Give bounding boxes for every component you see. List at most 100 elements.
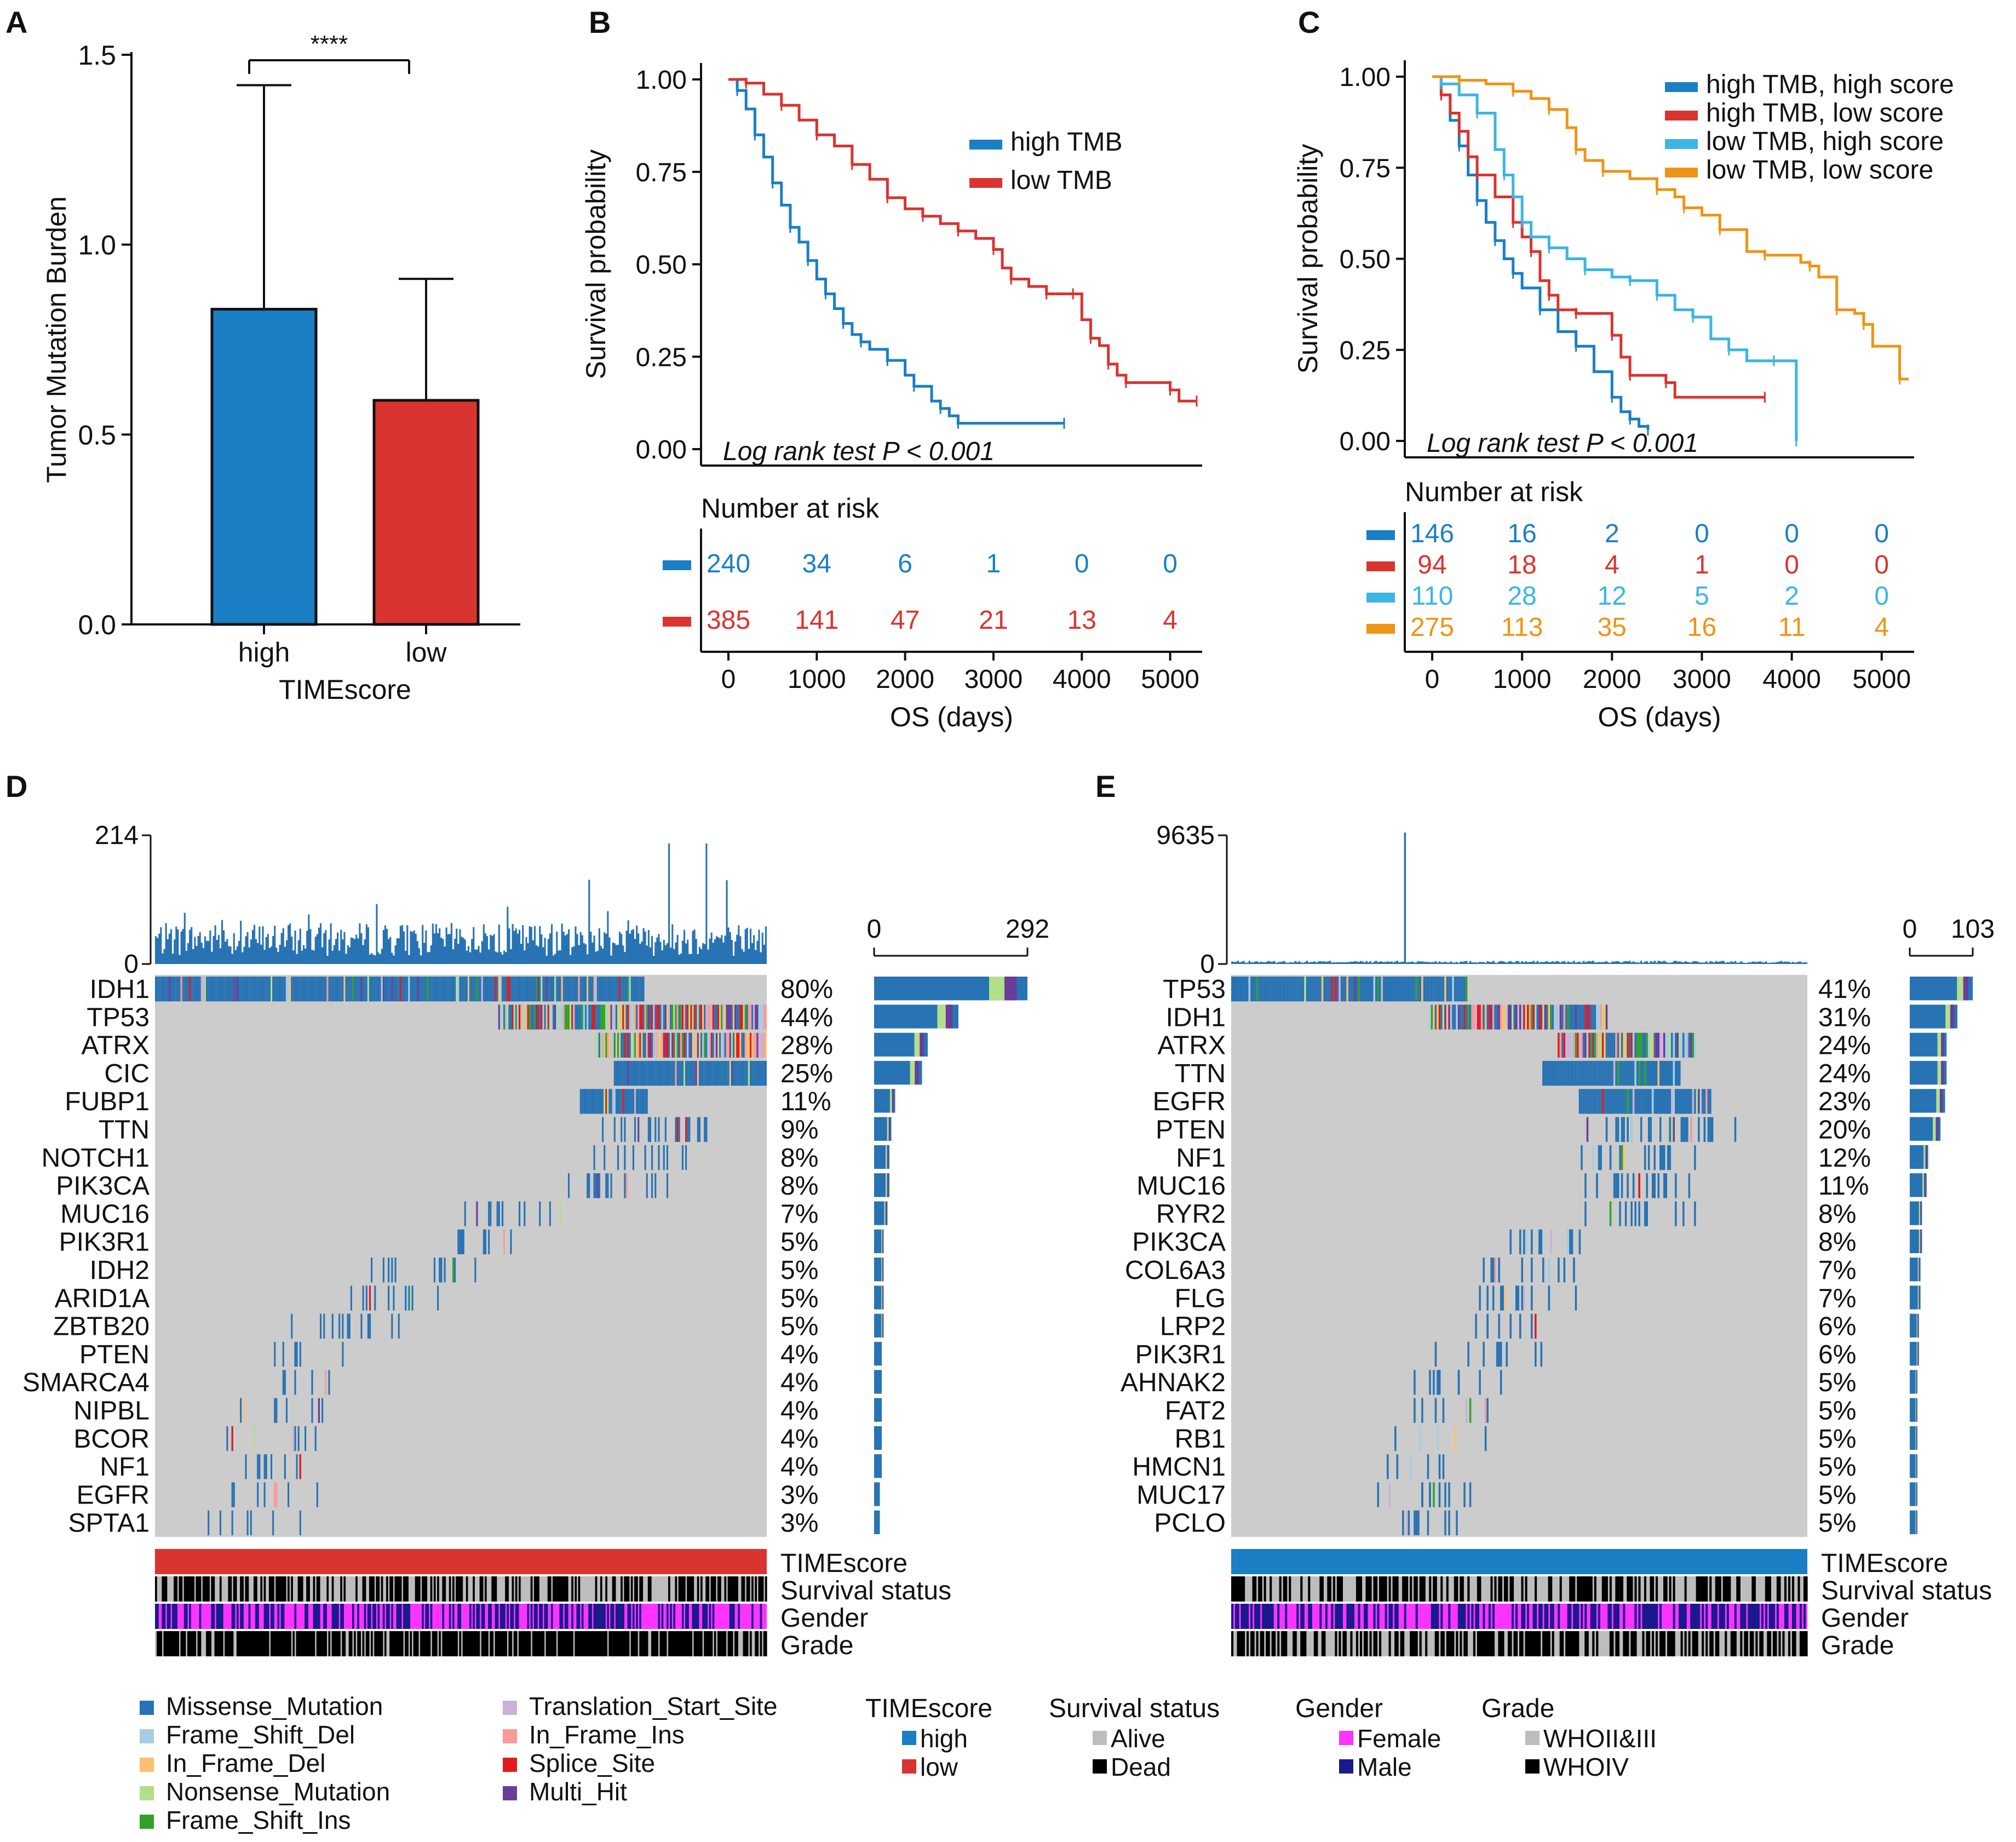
mutation-cell xyxy=(289,977,291,1002)
mutation-cell xyxy=(613,1117,616,1142)
track-cell xyxy=(632,1604,635,1629)
mutation-cell xyxy=(541,1005,543,1030)
track-cell xyxy=(705,1576,708,1602)
mutation-cell xyxy=(647,1005,650,1030)
mutation-cell xyxy=(374,1286,376,1311)
mutation-cell xyxy=(253,1426,256,1451)
gene-frequency-bar-segment xyxy=(1916,1341,1918,1366)
track-cell xyxy=(654,1631,657,1656)
mutation-cell xyxy=(1521,1258,1524,1283)
mutation-cell xyxy=(1554,1005,1556,1030)
track-cell xyxy=(585,1631,587,1656)
track-cell xyxy=(636,1576,638,1602)
track-cell xyxy=(1260,1631,1262,1656)
mutation-cell xyxy=(1417,977,1420,1002)
mutation-cell xyxy=(714,1032,716,1058)
track-cell xyxy=(257,1631,259,1656)
mutation-cell xyxy=(384,977,386,1002)
risk-value: 110 xyxy=(1411,582,1454,611)
track-cell xyxy=(484,1576,487,1602)
track-cell xyxy=(1682,1604,1685,1629)
track-cell xyxy=(547,1576,550,1602)
mutation-cell xyxy=(545,977,548,1002)
risk-value: 385 xyxy=(707,606,750,635)
mutation-cell xyxy=(1509,1313,1512,1339)
mutation-cell xyxy=(1379,977,1381,1002)
mutation-cell xyxy=(610,977,612,1002)
mutation-cell xyxy=(651,1060,653,1086)
track-cell xyxy=(381,1576,383,1602)
track-cell xyxy=(1239,1576,1242,1602)
track-cell xyxy=(1655,1604,1658,1629)
mutation-cell xyxy=(639,1060,641,1086)
mutation-cell xyxy=(581,1005,583,1030)
mutation-cell xyxy=(457,1229,460,1254)
mutation-cell xyxy=(615,1060,617,1086)
mutation-cell xyxy=(505,977,507,1002)
mutation-cell xyxy=(1289,977,1291,1002)
mutation-cell xyxy=(661,1005,663,1030)
mutation-cell xyxy=(394,1258,397,1283)
track-cell xyxy=(576,1631,579,1656)
mutation-cell xyxy=(1437,1005,1439,1030)
mutation-cell xyxy=(1702,1089,1704,1114)
mutation-cell xyxy=(1665,1060,1668,1086)
track-cell xyxy=(1663,1576,1666,1602)
mutation-cell xyxy=(1651,1060,1654,1086)
track-cell xyxy=(1431,1604,1433,1629)
mutation-cell xyxy=(1605,1005,1608,1030)
track-cell xyxy=(311,1631,314,1656)
track-cell xyxy=(596,1631,599,1656)
mutation-cell xyxy=(634,1005,636,1030)
track-cell xyxy=(369,1576,371,1602)
track-cell xyxy=(1548,1631,1550,1656)
track-cell xyxy=(712,1576,715,1602)
mutation-cell xyxy=(388,1286,390,1311)
mutation-cell xyxy=(685,1145,687,1170)
mutation-cell xyxy=(1509,1229,1512,1254)
mutation-cell xyxy=(1535,1341,1537,1367)
track-cell xyxy=(1586,1631,1589,1656)
mutation-cell xyxy=(1496,1341,1498,1367)
mutation-cell xyxy=(1569,1005,1571,1030)
mutation-cell xyxy=(391,1313,393,1339)
track-cell xyxy=(1531,1631,1533,1656)
track-cell xyxy=(279,1576,282,1602)
mutation-cell xyxy=(1404,977,1406,1002)
gene-frequency-bar-segment xyxy=(882,1286,883,1310)
mutation-cell xyxy=(1454,1005,1456,1030)
mutation-cell xyxy=(545,1005,548,1030)
mutation-cell xyxy=(398,1313,400,1339)
track-cell xyxy=(1415,1604,1418,1629)
mutation-cell xyxy=(642,1089,645,1114)
mutation-cell xyxy=(478,977,480,1002)
mutation-cell xyxy=(347,977,349,1002)
mutation-cell xyxy=(598,1005,600,1030)
track-cell xyxy=(512,1604,514,1629)
track-cell xyxy=(253,1631,256,1656)
mutation-cell xyxy=(602,1089,604,1114)
mutation-cell xyxy=(1548,1286,1550,1311)
mutation-cell xyxy=(1421,1482,1423,1507)
mutation-cell xyxy=(1503,1005,1506,1030)
track-cell xyxy=(442,1604,445,1629)
gene-frequency-bar-segment xyxy=(1916,1510,1917,1534)
mutation-cell xyxy=(280,977,283,1002)
mutation-cell xyxy=(559,1005,561,1030)
mutation-cell xyxy=(683,1060,686,1086)
gene-percent: 8% xyxy=(1818,1228,1856,1257)
mutation-cell xyxy=(536,977,538,1002)
mutation-cell xyxy=(680,1032,682,1058)
mutation-cell xyxy=(1408,977,1410,1002)
mutation-cell xyxy=(615,1032,617,1058)
track-cell xyxy=(1373,1631,1376,1656)
y-tick-label: 0.75 xyxy=(1340,154,1391,183)
mutation-cell xyxy=(743,1032,745,1058)
track-cell xyxy=(503,1604,506,1629)
track-cell xyxy=(1742,1604,1744,1629)
track-cell xyxy=(454,1631,456,1656)
risk-key-2 xyxy=(1366,593,1395,602)
mutation-cell xyxy=(1707,1089,1710,1114)
mutation-cell xyxy=(512,1005,514,1030)
mutation-cell xyxy=(1638,1201,1640,1226)
